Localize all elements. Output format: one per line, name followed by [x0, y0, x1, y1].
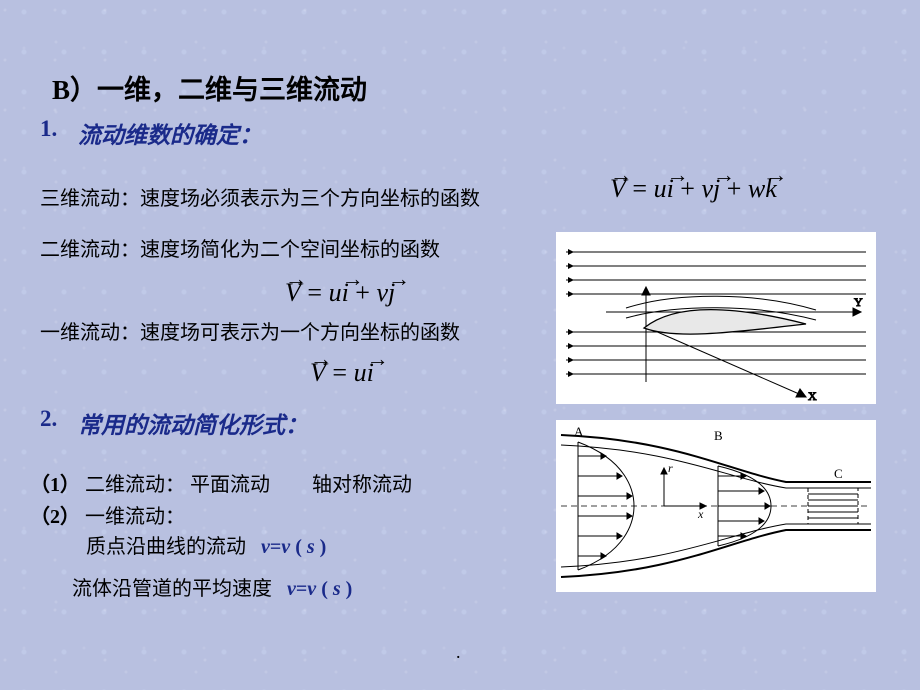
heading-2-text: 常用的流动简化形式：: [78, 406, 308, 440]
simp-2d-label: 二维流动：: [85, 474, 185, 496]
vec-j: →j: [713, 174, 720, 204]
line-1d-desc: 速度场可表示为一个方向坐标的函数: [140, 322, 460, 344]
figure-airfoil-flow: Y X: [556, 232, 876, 404]
simp-2d-b: 轴对称流动: [312, 474, 412, 496]
line-3d-label: 三维流动：: [40, 188, 140, 210]
vec-k: →k: [765, 174, 777, 204]
figure2-label-B: B: [714, 428, 723, 443]
figure2-label-A: A: [574, 424, 584, 439]
section-title: B）一维，二维与三维流动: [52, 68, 367, 107]
equation-2d: →V = u→i + v→j: [285, 278, 395, 308]
simp-2d: （1） 二维流动： 平面流动 轴对称流动: [30, 468, 412, 497]
line-2d: 二维流动：速度场简化为二个空间坐标的函数: [40, 233, 440, 262]
line-2d-desc: 速度场简化为二个空间坐标的函数: [140, 239, 440, 261]
formula-vs-2: v=v ( s ): [287, 578, 352, 600]
vec-V1: →V: [310, 358, 326, 388]
figure2-label-x: x: [697, 507, 704, 521]
vec-i1: →i: [367, 358, 374, 388]
formula-vs-1: v=v ( s ): [261, 536, 326, 558]
line-3d-desc: 速度场必须表示为三个方向坐标的函数: [140, 188, 480, 210]
simp-2d-num: （1）: [30, 474, 80, 496]
vec-V: →V: [610, 174, 626, 204]
figure-duct-flow: A B C r x: [556, 420, 876, 592]
svg-text:X: X: [808, 389, 817, 403]
simp-1d-line2: 流体沿管道的平均速度 v=v ( s ): [72, 572, 352, 601]
line-1d-label: 一维流动：: [40, 322, 140, 344]
simp-1d-num: （2）: [30, 506, 80, 528]
figure2-label-r: r: [668, 461, 673, 475]
heading-1-text: 流动维数的确定：: [78, 116, 262, 150]
slide: B）一维，二维与三维流动 1. 流动维数的确定： 三维流动：速度场必须表示为三个…: [0, 0, 920, 690]
footer-dot: .: [456, 642, 461, 663]
vec-V2: →V: [285, 278, 301, 308]
svg-text:Y: Y: [854, 295, 863, 309]
equation-1d: →V = u→i: [310, 358, 374, 388]
vec-i: →i: [667, 174, 674, 204]
line-2d-label: 二维流动：: [40, 239, 140, 261]
simp-2d-a: 平面流动: [190, 474, 270, 496]
simp-1d: （2） 一维流动：: [30, 500, 185, 529]
vec-j2: →j: [388, 278, 395, 308]
line-3d: 三维流动：速度场必须表示为三个方向坐标的函数: [40, 182, 480, 211]
simp-1d-line1: 质点沿曲线的流动 v=v ( s ): [86, 530, 326, 559]
heading-2-number: 2.: [40, 406, 57, 432]
vec-i2: →i: [342, 278, 349, 308]
line-1d: 一维流动：速度场可表示为一个方向坐标的函数: [40, 316, 460, 345]
figure2-label-C: C: [834, 466, 843, 481]
simp-1d-label: 一维流动：: [85, 506, 185, 528]
heading-1-number: 1.: [40, 116, 57, 142]
equation-3d: →V = u→i + v→j + w→k: [610, 174, 777, 204]
